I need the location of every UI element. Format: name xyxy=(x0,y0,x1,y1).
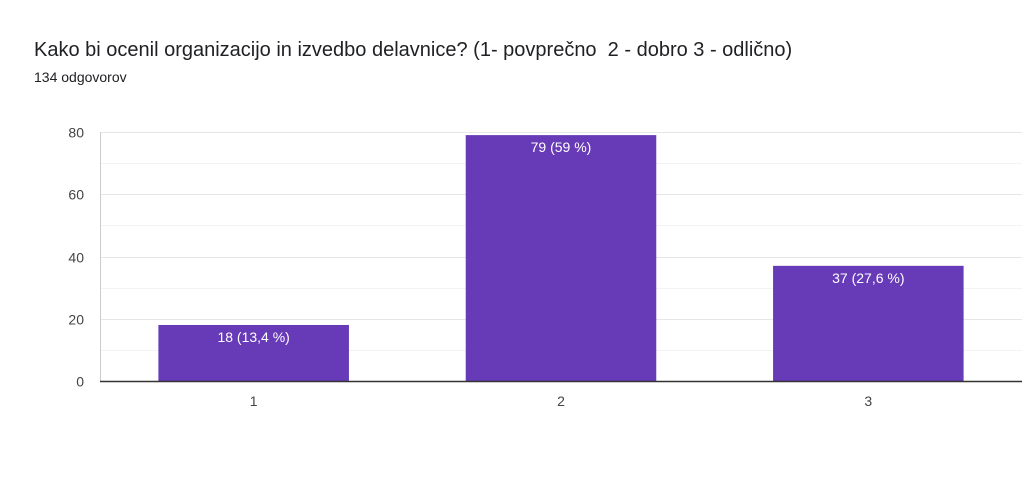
x-tick-label: 3 xyxy=(864,393,872,409)
x-tick-label: 2 xyxy=(557,393,565,409)
bar xyxy=(158,324,349,381)
axis-layer xyxy=(100,132,1022,383)
y-tick-label: 80 xyxy=(68,125,84,141)
bars-layer xyxy=(158,135,964,381)
bar-data-label: 79 (59 %) xyxy=(531,139,592,155)
labels-layer: 0 20 40 60 80 18 (13,4 %) 1 79 (59 %) 2 37 (27,6 … xyxy=(68,125,904,410)
bar xyxy=(465,135,657,381)
response-count: 134 odgovorov xyxy=(34,69,127,85)
y-tick-label: 40 xyxy=(68,250,84,266)
chart-title: Kako bi ocenil organizacijo in izvedbo d… xyxy=(34,39,793,61)
bar-data-label: 37 (27,6 %) xyxy=(832,270,904,286)
y-tick-label: 60 xyxy=(68,187,84,203)
y-tick-label: 20 xyxy=(68,312,84,328)
y-tick-label: 0 xyxy=(76,374,84,390)
bar-data-label: 18 (13,4 %) xyxy=(217,329,289,345)
chart-header: Kako bi ocenil organizacijo in izvedbo d… xyxy=(34,36,1014,87)
bar xyxy=(773,265,964,381)
x-tick-label: 1 xyxy=(250,393,258,409)
